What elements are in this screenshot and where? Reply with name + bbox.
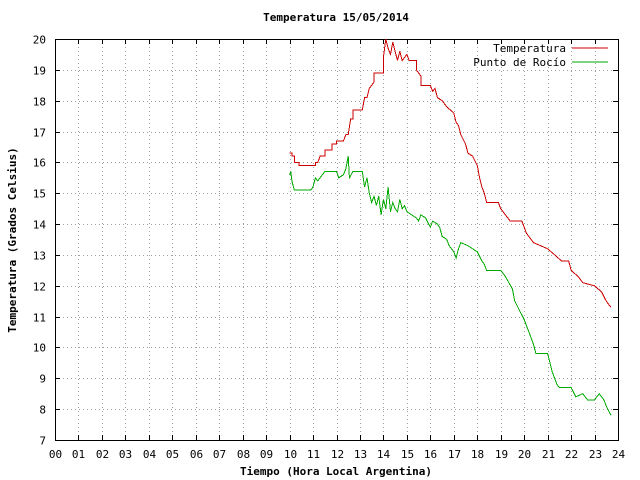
y-tick-label: 11 xyxy=(33,312,46,325)
y-tick-label: 8 xyxy=(39,404,46,417)
series-line-0 xyxy=(289,38,612,308)
x-tick-label: 16 xyxy=(424,448,437,461)
x-tick-label: 13 xyxy=(354,448,367,461)
x-tick-label: 15 xyxy=(401,448,414,461)
x-tick-label: 18 xyxy=(471,448,484,461)
x-tick-label: 04 xyxy=(143,448,157,461)
x-tick-label: 24 xyxy=(612,448,626,461)
x-tick-label: 09 xyxy=(260,448,273,461)
x-tick-label: 14 xyxy=(377,448,391,461)
x-tick-label: 21 xyxy=(542,448,555,461)
y-axis-label: Temperatura (Grados Celsius) xyxy=(6,147,19,332)
x-tick-label: 12 xyxy=(331,448,344,461)
x-tick-label: 11 xyxy=(307,448,320,461)
y-tick-label: 18 xyxy=(33,96,46,109)
x-axis-label: Tiempo (Hora Local Argentina) xyxy=(240,465,432,478)
y-tick-label: 20 xyxy=(33,34,46,47)
x-tick-label: 10 xyxy=(284,448,297,461)
x-tick-label: 23 xyxy=(589,448,602,461)
y-tick-label: 19 xyxy=(33,65,46,78)
x-tick-label: 20 xyxy=(518,448,531,461)
y-tick-label: 14 xyxy=(33,219,47,232)
x-tick-label: 07 xyxy=(213,448,226,461)
axis-layer: 00 01 02 03 04 05 06 07 08 09 10 11 12 13 14 15 16 17 18 19… xyxy=(33,34,626,462)
y-tick-label: 12 xyxy=(33,281,46,294)
x-tick-label: 08 xyxy=(237,448,250,461)
y-tick-label: 9 xyxy=(39,373,46,386)
y-tick-label: 10 xyxy=(33,342,46,355)
series-line-1 xyxy=(289,156,612,416)
series-layer xyxy=(289,38,612,416)
x-tick-label: 01 xyxy=(72,448,85,461)
chart-title: Temperatura 15/05/2014 xyxy=(263,11,409,24)
legend-label-0: Temperatura xyxy=(493,42,566,55)
x-tick-label: 19 xyxy=(495,448,508,461)
y-tick-label: 15 xyxy=(33,188,46,201)
x-tick-label: 03 xyxy=(119,448,132,461)
plot-frame xyxy=(55,39,619,441)
legend-label-1: Punto de Rocío xyxy=(473,56,566,69)
y-tick-label: 7 xyxy=(39,435,46,448)
x-tick-label: 00 xyxy=(49,448,62,461)
x-tick-label: 02 xyxy=(96,448,109,461)
y-tick-label: 17 xyxy=(33,127,46,140)
x-tick-label: 05 xyxy=(166,448,179,461)
x-tick-label: 22 xyxy=(565,448,578,461)
grid-layer xyxy=(55,39,618,440)
x-tick-label: 17 xyxy=(448,448,461,461)
y-tick-label: 16 xyxy=(33,157,46,170)
y-tick-label: 13 xyxy=(33,250,46,263)
x-tick-label: 06 xyxy=(190,448,203,461)
